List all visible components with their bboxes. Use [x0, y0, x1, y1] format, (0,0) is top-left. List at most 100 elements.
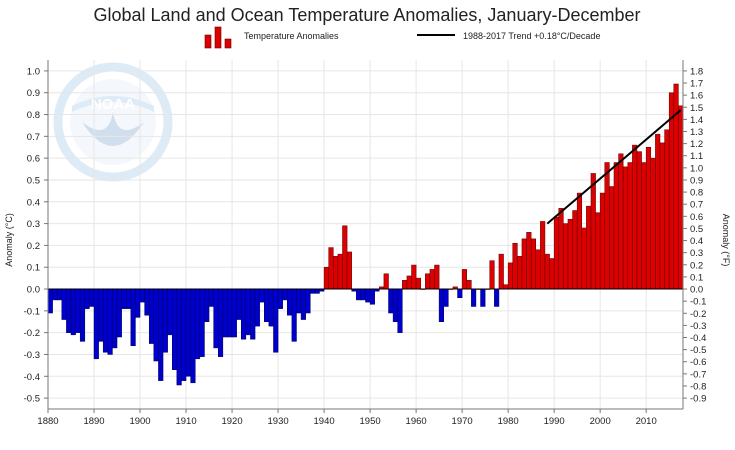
left-tick-label: 0.9: [27, 88, 40, 99]
bar-1966: [443, 288, 449, 307]
bar-2004: [618, 153, 624, 290]
bar-1930: [277, 288, 283, 309]
bar-1983: [521, 238, 527, 290]
bar-1998: [590, 173, 596, 290]
bar-1993: [567, 218, 573, 290]
bar-2003: [613, 162, 619, 290]
bar-2008: [636, 151, 642, 290]
bar-1944: [342, 225, 348, 290]
bar-1925: [254, 288, 260, 327]
bar-1936: [305, 288, 311, 314]
bar-1885: [70, 288, 76, 336]
bar-1937: [310, 288, 316, 294]
bar-1922: [241, 288, 247, 340]
bar-1950: [369, 288, 375, 305]
x-tick-label: 2000: [590, 416, 611, 427]
bar-1938: [314, 288, 320, 294]
bar-1945: [346, 251, 352, 290]
bar-1942: [333, 256, 339, 290]
bar-1934: [296, 288, 302, 314]
right-tick-label: -0.1: [690, 297, 706, 308]
bar-1902: [148, 288, 155, 344]
right-tick-label: 1.8: [690, 66, 703, 77]
bar-1919: [227, 288, 233, 338]
bar-1954: [388, 288, 394, 314]
bar-1985: [530, 238, 537, 290]
right-tick-label: 0.4: [690, 236, 703, 247]
bar-1943: [337, 253, 343, 290]
left-tick-label: -0.3: [24, 350, 40, 361]
left-tick-label: 0.3: [27, 219, 40, 230]
right-tick-label: -0.5: [690, 345, 706, 356]
bar-1889: [89, 288, 95, 307]
left-tick-label: 1.0: [27, 66, 40, 77]
left-tick-label: -0.5: [24, 394, 40, 405]
bar-2007: [632, 144, 638, 290]
left-tick-label: 0.4: [27, 197, 40, 208]
right-tick-label: -0.6: [690, 357, 706, 368]
bar-1905: [162, 288, 168, 353]
bar-1901: [144, 288, 150, 316]
bar-1949: [365, 288, 371, 303]
bar-1956: [397, 288, 403, 333]
trend-line: [546, 109, 682, 225]
bar-1940: [323, 266, 329, 290]
right-tick-label: 1.5: [690, 103, 703, 114]
right-tick-label: 1.7: [690, 79, 703, 90]
bar-1928: [268, 288, 274, 327]
x-tick-label: 1980: [498, 416, 519, 427]
bar-2013: [659, 142, 665, 290]
bar-2002: [609, 186, 615, 290]
bar-1932: [287, 288, 293, 316]
right-tick-label: 1.1: [690, 151, 703, 162]
right-tick-label: 0.2: [690, 260, 703, 271]
bar-1931: [282, 288, 288, 301]
bar-1991: [558, 208, 564, 290]
bar-1895: [116, 288, 122, 338]
bar-1970: [461, 269, 467, 290]
bar-1987: [540, 221, 546, 290]
right-tick-label: -0.2: [690, 309, 706, 320]
bar-2011: [650, 157, 656, 290]
bar-1890: [93, 288, 99, 360]
bar-1892: [102, 288, 109, 353]
bar-2006: [627, 162, 633, 290]
y-axis-label-left: Anomaly (°C): [4, 213, 14, 267]
bar-1988: [544, 253, 550, 290]
right-tick-label: 0.6: [690, 212, 703, 223]
bar-1912: [194, 288, 201, 360]
bar-1971: [466, 280, 472, 290]
bar-1979: [503, 284, 509, 290]
left-tick-label: 0.8: [27, 110, 40, 121]
bar-1958: [406, 275, 412, 290]
bar-2000: [599, 192, 606, 290]
bar-1886: [75, 288, 81, 333]
bar-1990: [553, 216, 560, 290]
bar-1964: [434, 264, 440, 290]
bar-1955: [392, 288, 398, 322]
bar-2014: [664, 129, 670, 290]
left-tick-label: 0.2: [27, 241, 40, 252]
bar-1992: [563, 223, 569, 290]
x-tick-label: 1940: [314, 416, 335, 427]
bar-1915: [208, 288, 214, 307]
bar-1999: [595, 212, 601, 290]
x-tick-label: 1930: [268, 416, 289, 427]
y-axis-label-right: Anomaly (°F): [721, 214, 731, 267]
right-tick-label: 0.1: [690, 272, 703, 283]
left-tick-label: 0.1: [27, 263, 40, 274]
right-tick-label: 0.7: [690, 200, 703, 211]
bar-1982: [517, 256, 523, 290]
bar-1904: [158, 288, 164, 381]
bar-1996: [581, 227, 587, 290]
bar-1962: [425, 273, 431, 290]
bar-1920: [231, 288, 237, 338]
bar-1974: [480, 288, 486, 307]
bar-1953: [383, 273, 389, 290]
x-tick-label: 1950: [360, 416, 381, 427]
bar-1977: [494, 288, 500, 307]
legend-bars-label: Temperature Anomalies: [244, 31, 339, 41]
left-tick-label: -0.4: [24, 372, 40, 383]
legend-trend-label: 1988-2017 Trend +0.18°C/Decade: [463, 31, 600, 41]
right-tick-label: -0.4: [690, 333, 706, 344]
